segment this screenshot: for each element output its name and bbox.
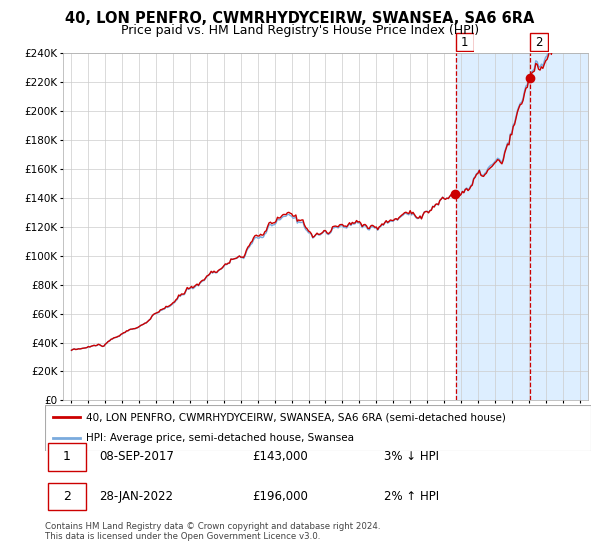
Text: Contains HM Land Registry data © Crown copyright and database right 2024.
This d: Contains HM Land Registry data © Crown c… — [45, 522, 380, 542]
FancyBboxPatch shape — [530, 33, 548, 51]
Text: £143,000: £143,000 — [253, 450, 308, 464]
Text: 40, LON PENFRO, CWMRHYDYCEIRW, SWANSEA, SA6 6RA (semi-detached house): 40, LON PENFRO, CWMRHYDYCEIRW, SWANSEA, … — [86, 412, 506, 422]
Text: 3% ↓ HPI: 3% ↓ HPI — [383, 450, 439, 464]
Text: HPI: Average price, semi-detached house, Swansea: HPI: Average price, semi-detached house,… — [86, 433, 354, 444]
FancyBboxPatch shape — [45, 405, 591, 451]
Text: 08-SEP-2017: 08-SEP-2017 — [100, 450, 175, 464]
Text: 40, LON PENFRO, CWMRHYDYCEIRW, SWANSEA, SA6 6RA: 40, LON PENFRO, CWMRHYDYCEIRW, SWANSEA, … — [65, 11, 535, 26]
Bar — [530, 53, 600, 400]
Text: 28-JAN-2022: 28-JAN-2022 — [100, 489, 173, 503]
Text: 2: 2 — [535, 35, 543, 49]
Bar — [456, 53, 600, 400]
Text: 1: 1 — [461, 35, 469, 49]
Text: 2: 2 — [63, 489, 71, 503]
Text: 2% ↑ HPI: 2% ↑ HPI — [383, 489, 439, 503]
FancyBboxPatch shape — [48, 444, 86, 470]
Text: 1: 1 — [63, 450, 71, 464]
Text: £196,000: £196,000 — [253, 489, 308, 503]
FancyBboxPatch shape — [48, 483, 86, 510]
Text: Price paid vs. HM Land Registry's House Price Index (HPI): Price paid vs. HM Land Registry's House … — [121, 24, 479, 37]
FancyBboxPatch shape — [455, 33, 474, 51]
